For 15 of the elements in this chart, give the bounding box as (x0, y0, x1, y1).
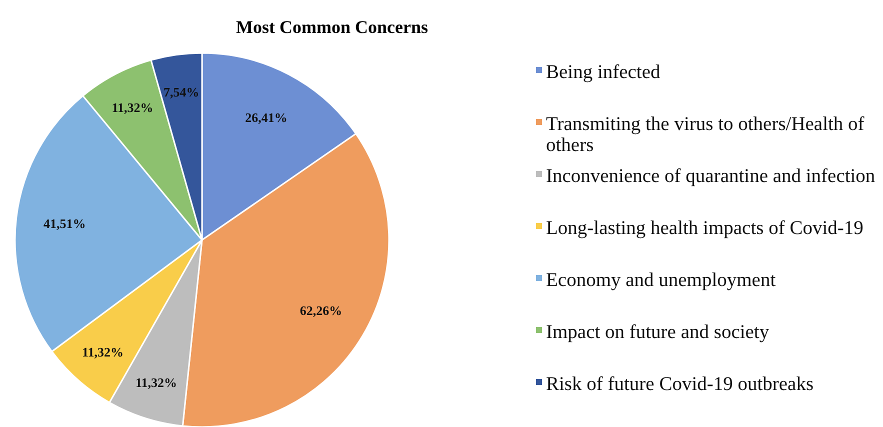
data-label: 11,32% (82, 344, 124, 360)
data-label: 62,26% (300, 303, 342, 318)
data-label: 41,51% (44, 216, 86, 231)
chart-title: Most Common Concerns (236, 17, 428, 37)
legend-label: Being infected (546, 62, 660, 83)
legend-label: Impact on future and society (546, 322, 770, 343)
legend-label: Risk of future Covid-19 outbreaks (546, 374, 814, 395)
legend-label: Inconvenience of quarantine and infection (546, 166, 876, 187)
legend-label: Economy and unemployment (546, 270, 776, 291)
data-label: 11,32% (135, 374, 178, 390)
data-label: 11,32% (112, 100, 154, 116)
legend-label: Transmiting the virus to others/Health of others (546, 114, 865, 156)
data-label: 26,41% (245, 110, 288, 126)
legend-label: Long-lasting health impacts of Covid-19 (546, 218, 864, 239)
data-label: 7,54% (164, 84, 200, 100)
